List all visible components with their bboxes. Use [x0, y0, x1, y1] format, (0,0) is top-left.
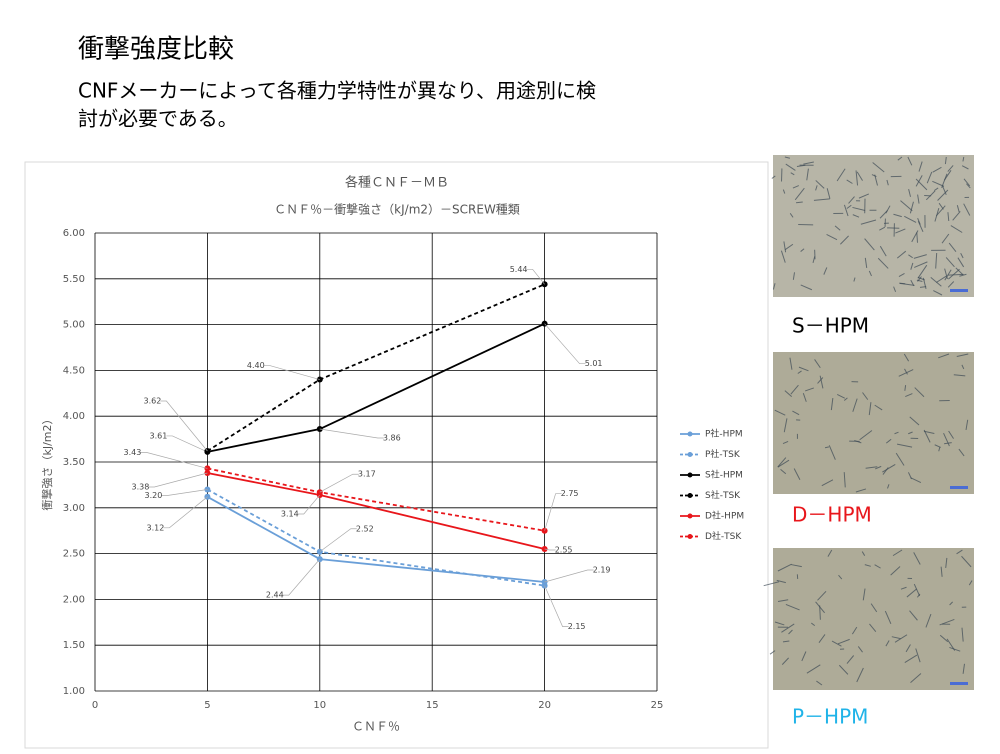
data-label: 4.40 — [247, 361, 265, 370]
y-tick-label: 5.00 — [63, 320, 85, 331]
x-tick-label: 10 — [313, 700, 326, 711]
legend-label: P社-TSK — [705, 448, 741, 460]
data-label: 2.44 — [266, 591, 284, 600]
legend-label: P社-HPM — [705, 428, 743, 440]
photo — [773, 352, 974, 494]
photo-label: S－HPM — [792, 314, 869, 338]
data-label: 3.17 — [358, 470, 376, 479]
legend-marker — [688, 473, 693, 478]
scale-bar — [950, 682, 968, 685]
photo — [773, 548, 974, 690]
slide-subtitle: CNFメーカーによって各種力学特性が異なり、用途別に検 — [78, 79, 596, 103]
y-tick-label: 6.00 — [63, 228, 85, 239]
photo-label: P－HPM — [792, 705, 868, 729]
x-tick-label: 15 — [426, 700, 439, 711]
y-tick-label: 3.00 — [63, 503, 85, 514]
data-label: 2.19 — [593, 565, 611, 574]
scale-bar — [950, 486, 968, 489]
y-tick-label: 2.00 — [63, 594, 85, 605]
y-axis-label: 衝撃強さ（kJ/m2） — [40, 413, 54, 510]
photos: S－HPM D－HPM P－HPM — [764, 155, 974, 729]
data-label: 3.61 — [149, 431, 167, 440]
data-label: 2.75 — [561, 489, 579, 498]
data-label: 3.62 — [143, 397, 161, 406]
photo — [773, 155, 974, 297]
legend-label: S社-HPM — [705, 469, 743, 481]
y-tick-label: 1.00 — [63, 686, 85, 697]
legend-label: D社-TSK — [705, 530, 742, 542]
photo-label: D－HPM — [792, 503, 872, 527]
data-label: 3.12 — [146, 523, 164, 532]
data-label: 2.55 — [555, 546, 573, 555]
data-label: 5.01 — [585, 359, 603, 368]
data-label: 2.15 — [568, 622, 586, 631]
legend-marker — [688, 493, 693, 498]
legend-marker — [688, 534, 693, 539]
y-tick-label: 4.00 — [63, 411, 85, 422]
chart-subtitle: ＣＮＦ％－衝撃強さ（kJ/m2）－SCREW種類 — [274, 202, 520, 217]
y-tick-label: 5.50 — [63, 274, 85, 285]
y-tick-label: 2.50 — [63, 549, 85, 560]
data-label: 3.20 — [144, 491, 162, 500]
legend-label: D社-HPM — [705, 510, 744, 522]
data-label: 3.14 — [281, 509, 299, 518]
x-axis-label: ＣＮＦ％ — [352, 720, 400, 734]
legend-marker — [688, 432, 693, 437]
y-tick-label: 3.50 — [63, 457, 85, 468]
data-label: 3.86 — [383, 434, 401, 443]
slide-subtitle: 討が必要である。 — [78, 107, 238, 131]
y-tick-label: 4.50 — [63, 365, 85, 376]
legend-marker — [688, 452, 693, 457]
x-tick-label: 20 — [538, 700, 551, 711]
chart-title: 各種ＣＮＦ－ＭＢ — [345, 175, 449, 191]
data-label: 3.38 — [131, 482, 149, 491]
x-tick-label: 25 — [651, 700, 664, 711]
legend-label: S社-TSK — [705, 489, 741, 501]
data-label: 2.52 — [356, 524, 374, 533]
x-tick-label: 0 — [92, 700, 98, 711]
y-tick-label: 1.50 — [63, 640, 85, 651]
data-label: 3.43 — [123, 448, 141, 457]
legend-marker — [688, 514, 693, 519]
x-tick-label: 5 — [204, 700, 210, 711]
scale-bar — [950, 289, 968, 292]
fiber — [917, 232, 918, 242]
slide-title: 衝撃強度比較 — [78, 35, 234, 65]
data-label: 5.44 — [510, 265, 528, 274]
